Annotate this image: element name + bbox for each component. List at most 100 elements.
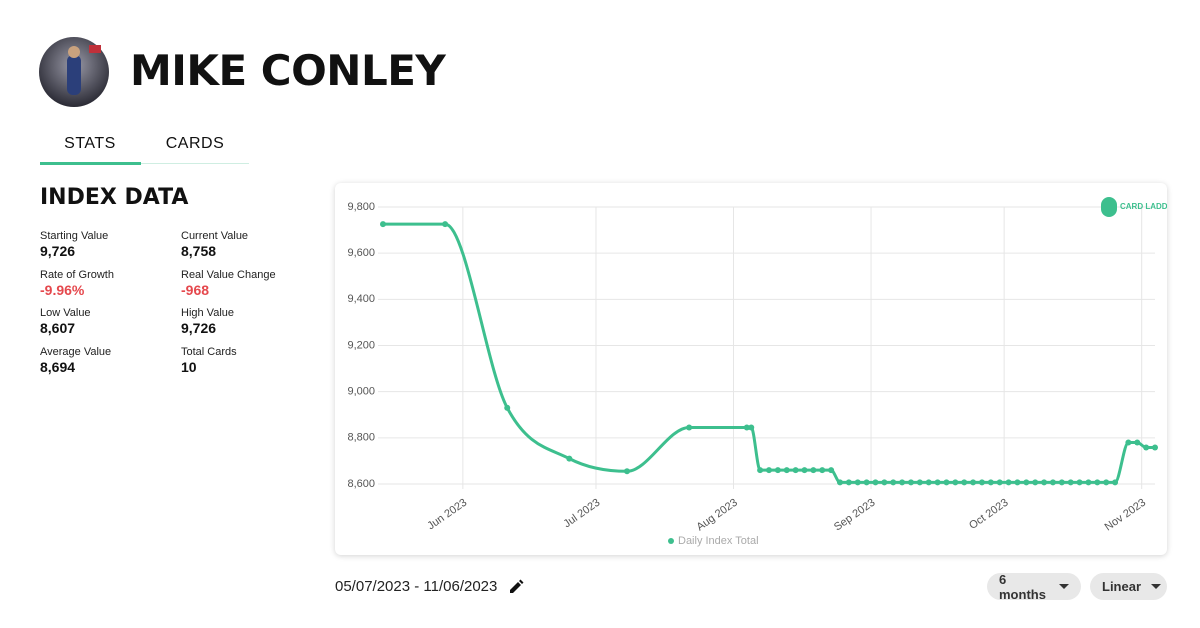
point [442,221,449,228]
stat: Rate of Growth -9.96% [40,269,114,298]
x-tick-label: Jul 2023 [561,497,602,531]
player-name: MIKE CONLEY [130,46,446,95]
logo: CARD LADDER [1120,202,1167,211]
stat-value: 8,607 [40,320,76,336]
stat-label: Real Value Change [181,268,276,281]
point [810,467,817,474]
logo-mark [1101,197,1117,217]
stat-value: 8,758 [181,243,217,259]
stat-label: Average Value [40,345,112,358]
stat-value: -968 [181,281,210,298]
date-range: 05/07/2023 - 11/06/2023 [335,578,498,595]
tab[interactable]: CARDS [165,135,225,152]
point [766,467,772,474]
point [1023,479,1030,486]
point [890,479,897,486]
point [952,479,959,486]
point [1112,479,1119,486]
stat: Starting Value 9,726 [40,230,108,259]
point [743,424,750,431]
point [1103,479,1110,486]
stat-value: -9.96% [40,281,85,298]
point [757,467,764,474]
stat-label: Low Value [40,307,91,319]
point [854,479,861,486]
point [872,479,879,486]
legend-label: Daily Index Total [678,535,759,547]
stat: Low Value 8,607 [40,307,91,336]
point [1085,479,1092,486]
point [916,479,923,486]
point [1058,479,1065,486]
stat-label: Total Cards [181,345,237,358]
point [1076,479,1083,486]
y-tick-label: 9,000 [347,386,375,398]
dropdown-label: 6 months [999,571,1046,602]
point [801,467,808,474]
stat: Average Value 8,694 [40,346,111,375]
point [783,467,790,474]
dropdown-label: Linear [1102,579,1142,594]
point [1014,479,1021,486]
point [970,479,977,486]
point [1152,444,1158,451]
stat: Current Value 8,758 [181,230,248,259]
x-tick-label: Jun 2023 [425,497,469,533]
stat-label: Starting Value [40,230,109,242]
stat-value: 10 [181,358,197,375]
tab[interactable]: STATS [64,135,116,152]
stat-value: 8,694 [40,358,76,375]
point [1049,479,1056,486]
point [1005,479,1012,486]
point [961,479,968,486]
stat: High Value 9,726 [181,307,234,336]
point [978,479,985,486]
stat: Total Cards 10 [181,346,237,375]
point [934,479,941,486]
stat-label: High Value [181,307,234,319]
y-tick-label: 9,800 [347,201,375,213]
stat: Real Value Change -968 [181,269,276,298]
point [686,424,693,431]
x-tick-label: Aug 2023 [694,497,739,534]
point [863,479,870,486]
y-tick-label: 8,600 [347,478,375,490]
point [1125,439,1132,446]
point [987,479,994,486]
period-dropdown[interactable]: 6 months [987,571,1081,602]
point [380,221,386,228]
point [819,467,826,474]
x-tick-label: Sep 2023 [832,497,877,534]
y-tick-label: 8,800 [347,432,375,444]
point [624,468,631,475]
point [836,479,843,486]
legend-marker [668,538,674,544]
avatar [39,37,109,107]
stat-value: 9,726 [181,320,217,336]
stat-label: Rate of Growth [40,268,114,281]
chart: 8,600 8,800 9,000 9,200 9,400 9,600 9,800 Jun 2… [347,197,1167,547]
chart-card: 8,600 8,800 9,000 9,200 9,400 9,600 9,800 Jun 2… [335,183,1167,555]
point [1032,479,1039,486]
point [943,479,950,486]
scale-dropdown[interactable]: Linear [1090,573,1167,600]
point [1094,479,1101,486]
x-tick-label: Nov 2023 [1103,497,1148,534]
point [828,467,835,474]
tab-indicator [40,162,141,165]
point [907,479,914,486]
stat-label: Current Value [181,230,249,242]
point [899,479,906,486]
y-tick-label: 9,400 [347,293,375,305]
point [792,467,799,474]
point [566,455,573,462]
point [1041,479,1048,486]
line [383,222,1155,484]
edit-icon[interactable] [508,579,524,595]
y-tick-label: 9,200 [347,339,375,351]
x-tick-label: Oct 2023 [967,497,1010,532]
point [996,479,1003,486]
point [881,479,888,486]
tab-divider [40,163,249,164]
